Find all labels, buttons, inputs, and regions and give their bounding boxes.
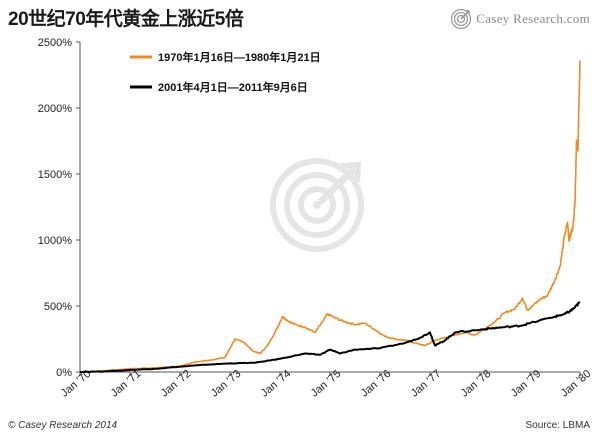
source-note: Source: LBMA [525, 420, 590, 431]
watermark-logo-icon [270, 158, 364, 252]
chart-title: 20世纪70年代黄金上涨近5倍 [8, 9, 244, 30]
legend-label: 1970年1月16日—1980年1月21日 [158, 50, 321, 64]
y-tick-label: 2000% [38, 103, 72, 115]
x-tick-label: Jan '74 [259, 368, 294, 400]
x-tick-label: Jan '76 [359, 368, 394, 400]
y-tick-label: 0% [56, 367, 72, 379]
legend-label: 2001年4月1日—2011年9月6日 [158, 80, 308, 94]
y-tick-label: 500% [44, 301, 72, 313]
series-layer [79, 60, 581, 373]
y-tick-label: 1500% [38, 169, 72, 181]
x-tick-label: Jan '79 [509, 368, 544, 400]
brand-logo-group: Casey Research.com [450, 8, 590, 30]
series-line-2000s [80, 301, 581, 373]
x-tick-label: Jan '77 [409, 368, 444, 400]
x-tick-label: Jan '73 [209, 368, 244, 400]
x-tick-label: Jan '78 [459, 368, 494, 400]
x-tick-label: Jan '71 [109, 368, 144, 400]
x-tick-label: Jan '72 [159, 368, 194, 400]
y-tick-label: 2500% [38, 37, 72, 49]
series-line-1970s [79, 60, 581, 373]
x-tick-label: Jan '80 [559, 368, 594, 400]
legend: 1970年1月16日—1980年1月21日 2001年4月1日—2011年9月6日 [130, 50, 321, 94]
x-tick-label: Jan '75 [309, 368, 344, 400]
y-tick-label: 1000% [38, 235, 72, 247]
casey-logo-icon [451, 8, 472, 30]
brand-name: Casey Research.com [476, 11, 590, 26]
copyright-note: © Casey Research 2014 [8, 420, 118, 431]
